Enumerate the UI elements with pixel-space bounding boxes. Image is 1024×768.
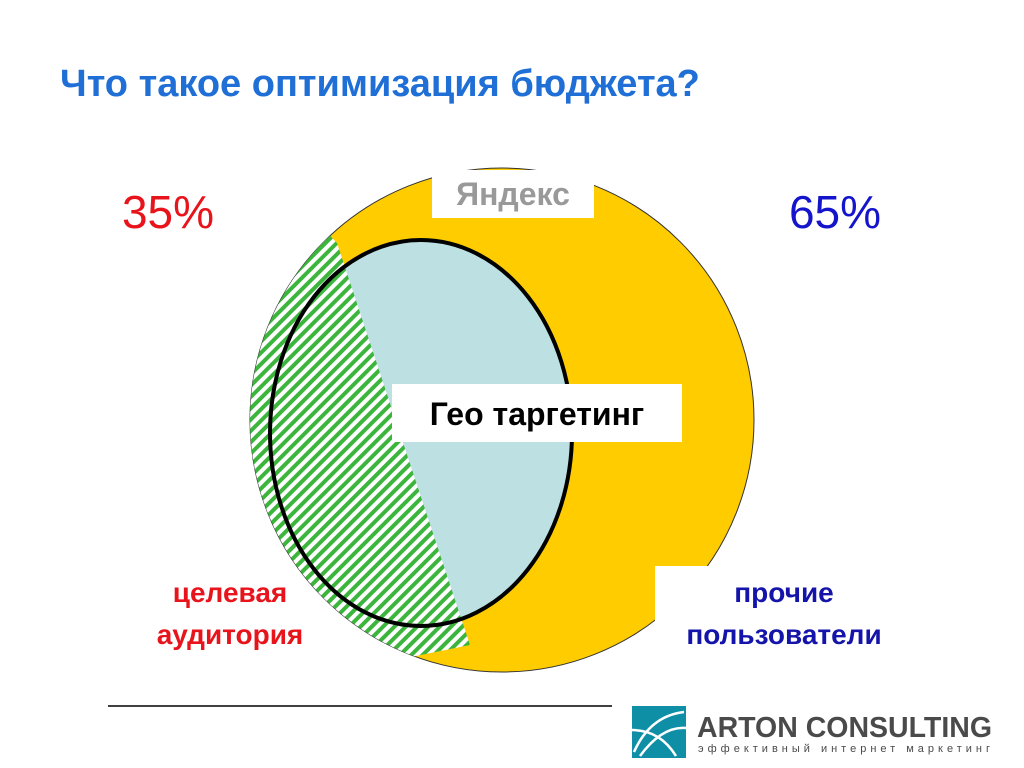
logo-icon xyxy=(632,706,686,758)
title: Что такое оптимизация бюджета? xyxy=(60,63,700,105)
label-box xyxy=(655,566,905,658)
logo-swoosh xyxy=(631,710,687,757)
yandex-label: Яндекс xyxy=(456,176,570,212)
right-label: пользователи xyxy=(686,619,881,650)
left-label: аудитория xyxy=(157,619,304,650)
logo-tagline: эффективный интернет маркетинг xyxy=(698,743,990,755)
right-label: прочие xyxy=(734,577,833,608)
label-box xyxy=(392,384,682,442)
right-share: 65% xyxy=(789,186,881,238)
left-label: целевая xyxy=(173,577,288,608)
geo-label: Гео таргетинг xyxy=(430,396,644,432)
label-box xyxy=(432,170,594,218)
logo-name: ARTON CONSULTING xyxy=(697,712,992,744)
left-share: 35% xyxy=(122,186,214,238)
logo: ARTON CONSULTING эффективный интернет ма… xyxy=(631,706,992,758)
